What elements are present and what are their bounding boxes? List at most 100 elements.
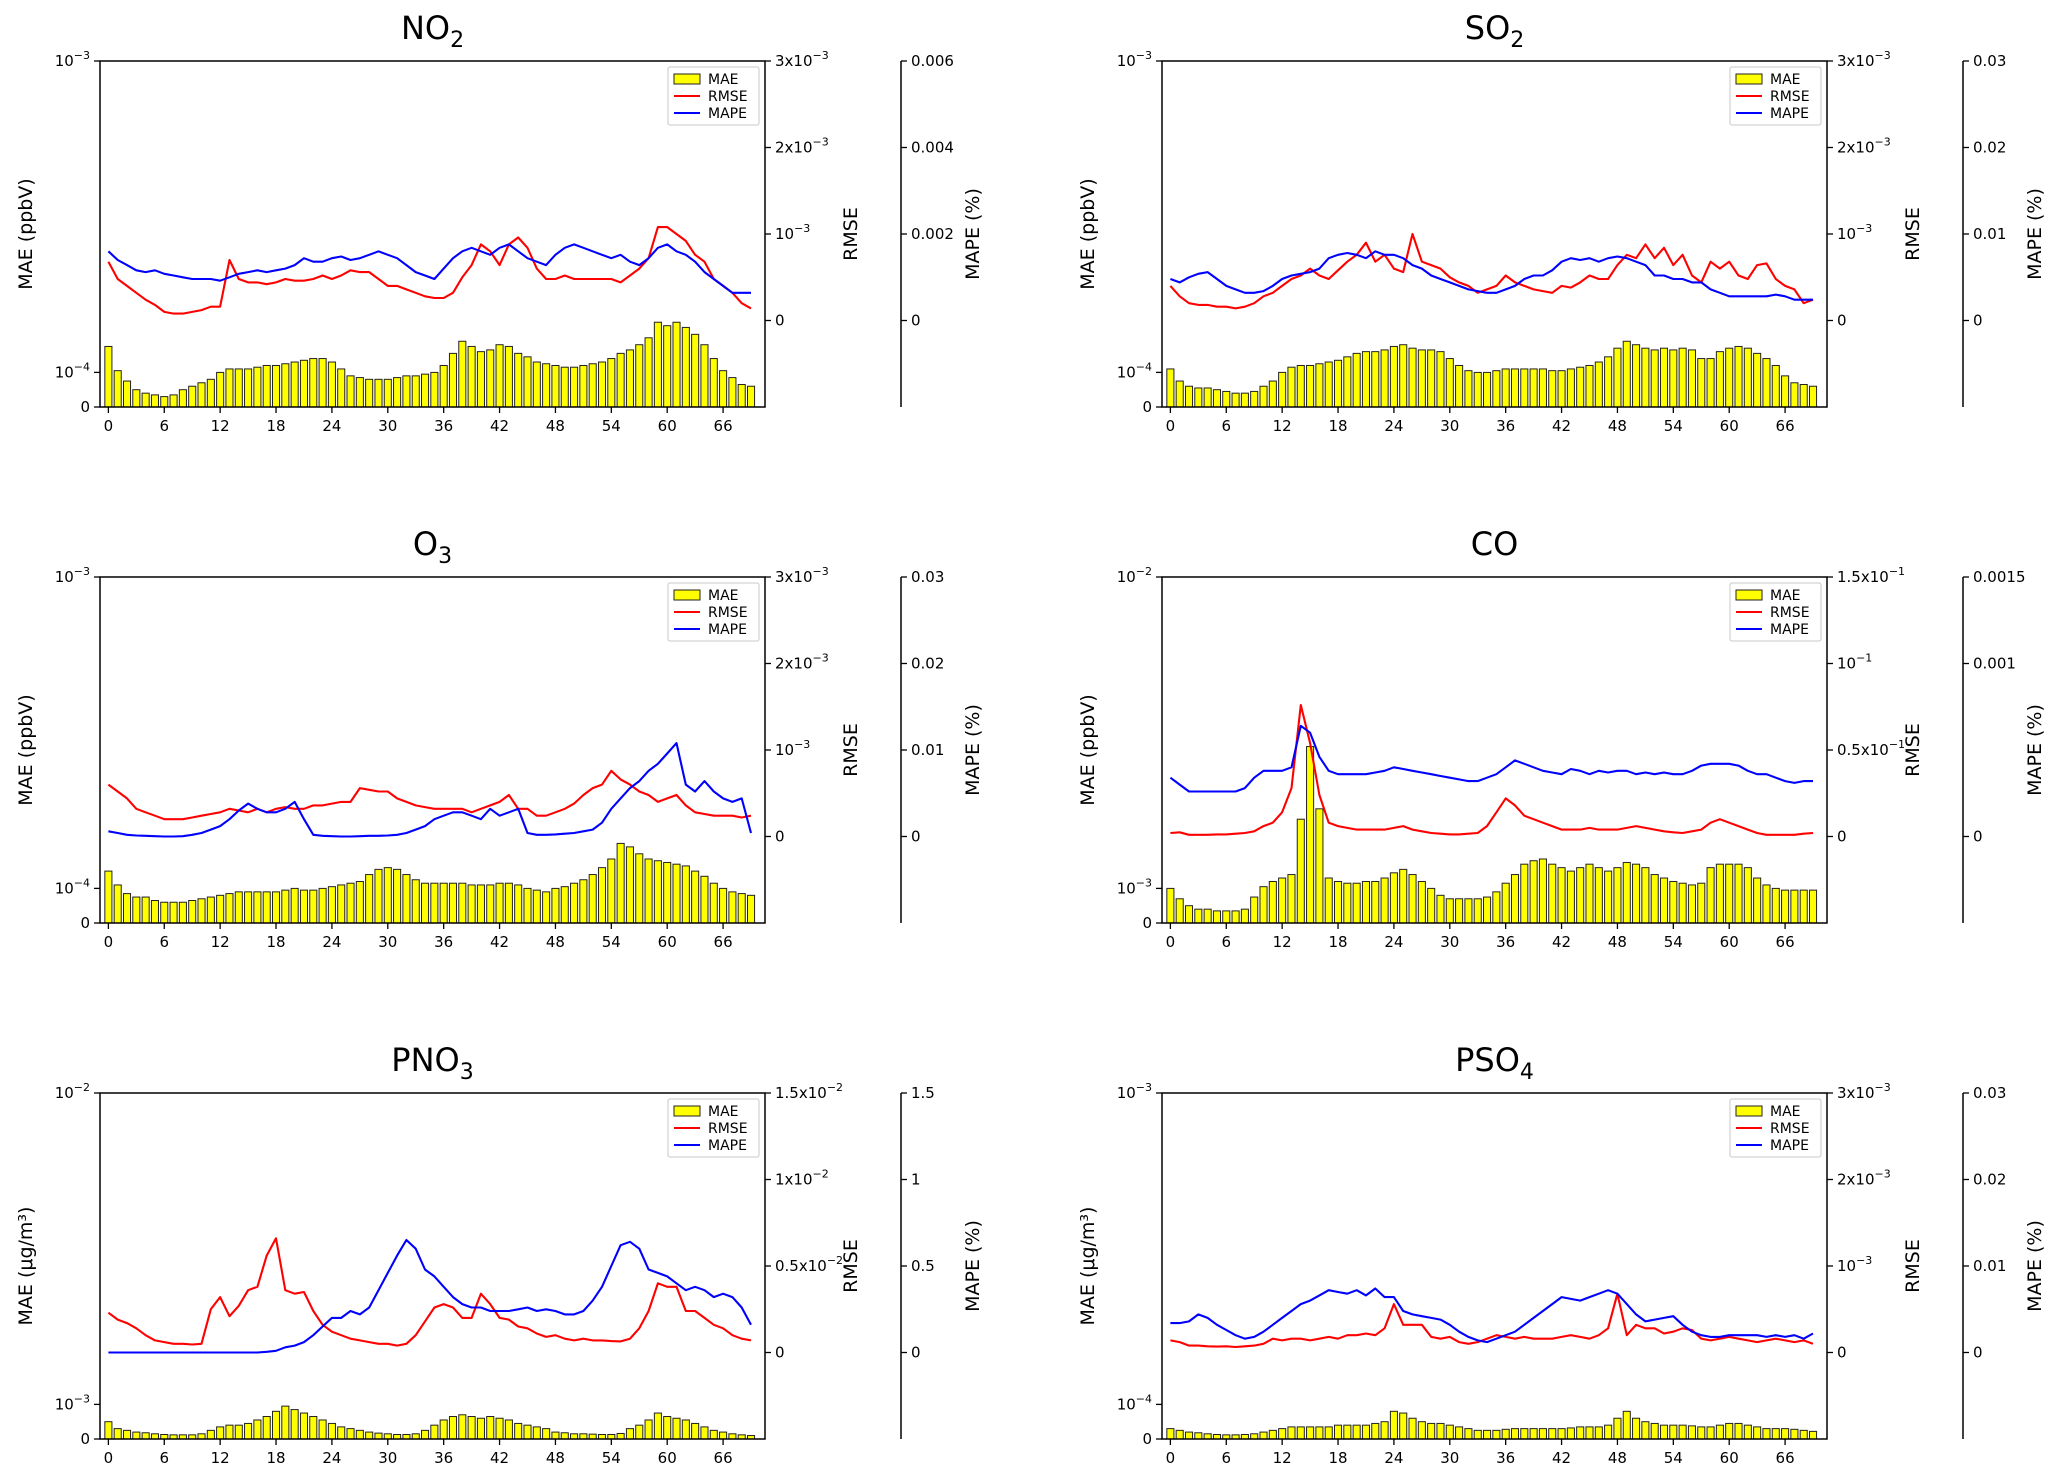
mae-bar xyxy=(318,887,327,924)
mae-bar xyxy=(476,351,485,408)
mae-bar xyxy=(253,1419,262,1440)
mae-bar xyxy=(1669,1424,1678,1440)
chart-title-main: SO xyxy=(1465,9,1511,47)
x-tick-label: 42 xyxy=(490,933,509,951)
x-tick-label: 42 xyxy=(1552,933,1571,951)
mae-bar xyxy=(570,1433,579,1440)
legend-rmse-label: RMSE xyxy=(708,89,748,105)
mae-bar xyxy=(122,893,132,924)
legend-rmse-label: RMSE xyxy=(708,1121,748,1137)
rmse-tick-label-base: 3x10 xyxy=(775,568,813,586)
mae-bar xyxy=(169,394,178,408)
mae-bar xyxy=(691,1422,700,1440)
rmse-tick-label-exp: −3 xyxy=(1875,49,1891,62)
mae-bar xyxy=(663,325,672,408)
left-tick-label-base: 0 xyxy=(1142,914,1152,932)
mae-bar xyxy=(504,345,513,408)
rmse-tick-label-base: 3x10 xyxy=(775,52,813,70)
rmse-tick-label: 0 xyxy=(775,828,785,846)
mae-bar xyxy=(1585,863,1594,924)
mae-bar xyxy=(327,886,336,924)
left-tick-label-exp: −4 xyxy=(1136,1392,1152,1405)
mae-bar xyxy=(1808,385,1818,408)
left-tick-label: 0 xyxy=(1142,1430,1152,1448)
x-tick-label: 30 xyxy=(1440,1449,1459,1467)
legend-mae-swatch xyxy=(1735,1105,1763,1117)
mae-bar xyxy=(1166,887,1175,924)
mae-bar xyxy=(1483,1429,1492,1440)
mae-bar xyxy=(234,368,243,408)
mae-bar xyxy=(1343,882,1352,924)
left-tick-label-base: 10 xyxy=(55,363,74,381)
left-tick-label: 0 xyxy=(80,914,90,932)
mae-bar xyxy=(616,842,625,924)
chart-title-main: PSO xyxy=(1455,1041,1520,1079)
x-tick-label: 30 xyxy=(378,1449,397,1467)
rmse-axis-label: RMSE xyxy=(840,723,862,777)
rmse-tick-label-base: 10 xyxy=(1837,225,1856,243)
x-tick-label: 60 xyxy=(1720,1449,1739,1467)
x-tick-label: 30 xyxy=(378,933,397,951)
legend-mae-swatch xyxy=(673,1105,701,1117)
mae-bar xyxy=(1687,1425,1696,1440)
chart-title: PNO3 xyxy=(391,1041,473,1085)
mae-bar xyxy=(1483,371,1492,408)
mae-bar xyxy=(1669,349,1678,408)
mae-bar xyxy=(1436,894,1445,924)
left-tick-label-exp: −3 xyxy=(74,49,90,62)
mae-bar xyxy=(197,898,206,924)
mae-bar xyxy=(327,1422,336,1440)
mae-bar xyxy=(1650,874,1659,924)
mae-bar xyxy=(542,891,551,924)
legend-mae-swatch xyxy=(1735,73,1763,85)
legend-mae-label: MAE xyxy=(1770,588,1801,604)
mae-bar xyxy=(1306,364,1315,408)
x-tick-label: 36 xyxy=(1496,1449,1515,1467)
x-tick-label: 24 xyxy=(1384,933,1403,951)
left-tick-label-exp: −3 xyxy=(1136,1081,1152,1094)
mae-bar xyxy=(1799,1429,1808,1440)
mae-bar xyxy=(1510,368,1520,408)
x-tick-label: 42 xyxy=(490,1449,509,1467)
left-tick-label: 0 xyxy=(1142,398,1152,416)
mae-bar xyxy=(551,364,560,408)
mae-bar xyxy=(1632,344,1641,408)
mae-bar xyxy=(430,882,439,924)
mae-bar xyxy=(188,385,197,408)
mae-bar xyxy=(607,858,616,924)
mae-bar xyxy=(728,1433,737,1440)
mae-bar xyxy=(1548,863,1557,924)
x-tick-label: 6 xyxy=(1221,1449,1231,1467)
mae-bar xyxy=(1250,896,1259,924)
mae-bar xyxy=(1371,351,1380,408)
mae-bar xyxy=(495,1417,504,1440)
rmse-line xyxy=(1169,232,1814,310)
mae-bar xyxy=(244,891,253,924)
mae-bar xyxy=(542,1428,551,1440)
mae-bar xyxy=(1632,863,1641,924)
mae-bar xyxy=(1557,1428,1566,1440)
mape-tick-label: 0.002 xyxy=(911,225,954,243)
mae-bar xyxy=(709,1429,718,1440)
x-tick-label: 36 xyxy=(434,933,453,951)
rmse-tick-label-base: 3x10 xyxy=(1837,52,1875,70)
mae-bar xyxy=(1659,347,1669,408)
mae-bar xyxy=(523,887,532,924)
x-tick-label: 24 xyxy=(322,417,341,435)
mae-bar xyxy=(1240,908,1249,924)
mae-bar xyxy=(504,1419,513,1440)
mae-bar xyxy=(635,344,644,408)
rmse-tick-label-exp: −3 xyxy=(1875,1081,1891,1094)
left-tick-label-exp: −4 xyxy=(74,360,90,373)
mae-bar xyxy=(1445,898,1454,924)
mae-bar xyxy=(1203,908,1212,924)
mae-bar xyxy=(579,879,588,924)
mae-bar xyxy=(1529,1428,1538,1440)
mae-bar xyxy=(150,900,159,924)
mae-bar xyxy=(597,867,607,924)
mae-bar xyxy=(439,1419,448,1440)
mae-bar xyxy=(1576,366,1585,408)
mae-bar xyxy=(411,1433,420,1440)
